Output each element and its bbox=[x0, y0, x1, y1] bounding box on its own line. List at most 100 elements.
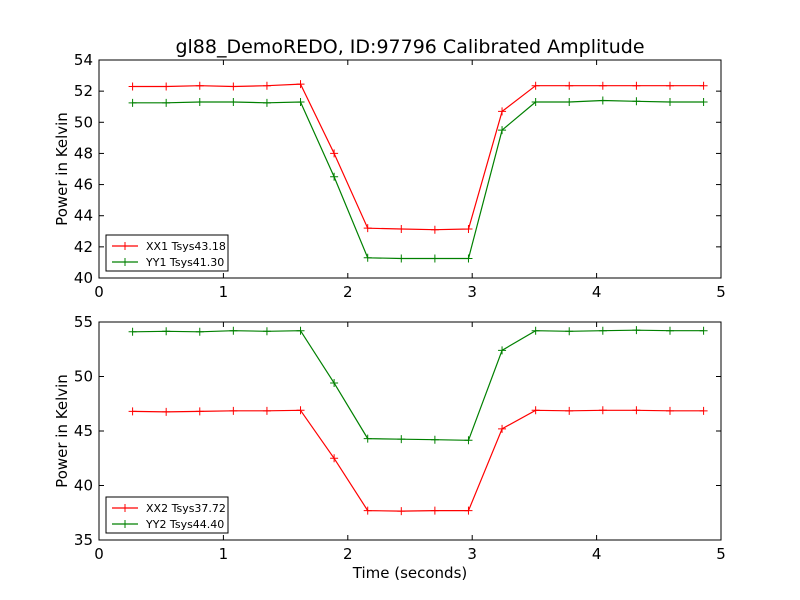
data-point bbox=[498, 424, 507, 433]
data-point bbox=[665, 98, 674, 107]
data-point bbox=[598, 406, 607, 415]
data-point bbox=[397, 435, 406, 444]
series-line bbox=[132, 99, 704, 260]
data-point bbox=[430, 506, 439, 515]
data-point bbox=[699, 98, 708, 107]
data-point bbox=[128, 407, 137, 416]
data-point bbox=[632, 97, 641, 106]
data-point bbox=[363, 434, 372, 443]
y-tick-label: 42 bbox=[74, 238, 93, 256]
data-point bbox=[296, 406, 305, 415]
legend: XX2 Tsys37.72 YY2 Tsys44.40 bbox=[105, 496, 229, 534]
data-point bbox=[397, 507, 406, 516]
data-point bbox=[330, 172, 339, 181]
data-point bbox=[665, 326, 674, 335]
data-point bbox=[464, 254, 473, 263]
y-tick-label: 50 bbox=[74, 113, 93, 131]
data-point bbox=[296, 326, 305, 335]
legend-box bbox=[105, 234, 229, 272]
y-tick-label: 40 bbox=[74, 269, 93, 287]
data-point bbox=[699, 81, 708, 90]
data-point bbox=[195, 327, 204, 336]
data-point bbox=[565, 327, 574, 336]
x-tick-label: 4 bbox=[592, 283, 602, 301]
y-tick-label: 48 bbox=[74, 144, 93, 162]
series-2 bbox=[128, 96, 708, 263]
data-point bbox=[665, 406, 674, 415]
legend-entry: YY2 Tsys44.40 bbox=[112, 518, 224, 531]
x-tick-label: 3 bbox=[467, 545, 477, 563]
legend-label: YY1 Tsys41.30 bbox=[145, 256, 224, 269]
legend-box bbox=[105, 496, 229, 534]
data-point bbox=[565, 81, 574, 90]
data-point bbox=[363, 224, 372, 233]
chart-title: gl88_DemoREDO, ID:97796 Calibrated Ampli… bbox=[175, 36, 644, 58]
x-tick-label: 5 bbox=[716, 283, 726, 301]
series-line bbox=[132, 329, 704, 441]
data-point bbox=[397, 224, 406, 233]
series-1 bbox=[128, 406, 708, 516]
data-point bbox=[430, 435, 439, 444]
data-point bbox=[229, 82, 238, 91]
data-point bbox=[296, 80, 305, 89]
data-point bbox=[363, 506, 372, 515]
data-point bbox=[262, 406, 271, 415]
x-tick-label: 1 bbox=[219, 545, 229, 563]
y-axis-label: Power in Kelvin bbox=[53, 112, 71, 226]
y-tick-label: 44 bbox=[74, 207, 93, 225]
data-point bbox=[598, 326, 607, 335]
data-point bbox=[162, 407, 171, 416]
data-point bbox=[498, 126, 507, 135]
data-point bbox=[162, 82, 171, 91]
x-tick-label: 5 bbox=[716, 545, 726, 563]
x-tick-label: 2 bbox=[343, 283, 353, 301]
data-point bbox=[531, 98, 540, 107]
data-point bbox=[531, 326, 540, 335]
data-point bbox=[262, 81, 271, 90]
legend-label: YY2 Tsys44.40 bbox=[145, 518, 224, 531]
y-tick-label: 35 bbox=[74, 531, 93, 549]
data-point bbox=[330, 379, 339, 388]
series-1 bbox=[128, 80, 708, 234]
data-point bbox=[162, 98, 171, 107]
series-2 bbox=[128, 326, 708, 445]
data-point bbox=[195, 98, 204, 107]
legend-swatch-marker bbox=[121, 520, 129, 528]
data-point bbox=[464, 506, 473, 515]
data-point bbox=[229, 98, 238, 107]
data-point bbox=[296, 98, 305, 107]
x-tick-label: 3 bbox=[467, 283, 477, 301]
data-point bbox=[464, 224, 473, 233]
data-point bbox=[128, 82, 137, 91]
x-tick-label: 1 bbox=[219, 283, 229, 301]
legend-swatch-marker bbox=[121, 258, 129, 266]
axes-frame bbox=[98, 59, 722, 279]
data-point bbox=[330, 454, 339, 463]
legend: XX1 Tsys43.18 YY1 Tsys41.30 bbox=[105, 234, 229, 272]
y-tick-label: 45 bbox=[74, 422, 93, 440]
data-point bbox=[363, 253, 372, 262]
data-point bbox=[531, 81, 540, 90]
panel-1: 0 1 2 3 4 5 40 42 44 46 48 50 52 54 Power in Kelvin XX1… bbox=[53, 51, 726, 301]
data-point bbox=[162, 327, 171, 336]
data-point bbox=[195, 81, 204, 90]
y-tick-label: 50 bbox=[74, 368, 93, 386]
data-point bbox=[565, 406, 574, 415]
legend-swatch-marker bbox=[121, 242, 129, 250]
data-point bbox=[598, 96, 607, 105]
data-point bbox=[464, 436, 473, 445]
legend-entry: YY1 Tsys41.30 bbox=[112, 256, 224, 269]
y-axis-label: Power in Kelvin bbox=[53, 374, 71, 488]
data-point bbox=[262, 98, 271, 107]
x-axis-label: Time (seconds) bbox=[352, 564, 468, 582]
x-tick-label: 0 bbox=[94, 545, 104, 563]
data-point bbox=[498, 107, 507, 116]
data-point bbox=[598, 81, 607, 90]
series-line bbox=[132, 409, 704, 512]
data-point bbox=[632, 326, 641, 335]
x-tick-label: 2 bbox=[343, 545, 353, 563]
x-tick-label: 4 bbox=[592, 545, 602, 563]
legend-label: XX2 Tsys37.72 bbox=[146, 502, 226, 515]
